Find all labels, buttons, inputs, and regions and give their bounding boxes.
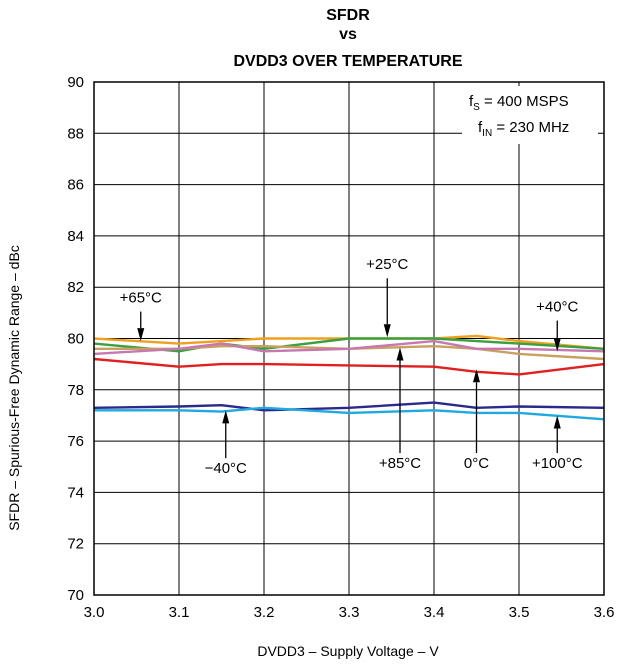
annotation-arrowhead [553,415,561,429]
annotation-label: +100°C [532,455,583,472]
y-tick-label: 88 [67,125,84,142]
annotations: +65°C +25°C +40°C +85°C 0°C −40°C +100°C [120,256,583,477]
annotation-label: +65°C [120,290,162,307]
annotation-label: +85°C [379,455,421,472]
conditions-box [462,86,598,144]
x-tick-label: 3.1 [169,604,190,621]
annotation-label: +40°C [536,299,578,316]
annotation-arrowhead [222,410,230,424]
y-tick-label: 70 [67,587,84,604]
y-tick-label: 72 [67,536,84,553]
y-tick-label: 90 [67,74,84,91]
y-tick-label: 74 [67,484,84,501]
annotation-arrowhead [137,328,145,342]
x-tick-label: 3.2 [254,604,275,621]
series-line [93,357,605,376]
series-lines [93,334,605,421]
y-tick-label: 86 [67,177,84,194]
fin-condition: fIN = 230 MHz [478,119,569,139]
annotation-arrowhead [396,347,404,361]
x-tick-label: 3.3 [339,604,360,621]
annotation-arrowhead [473,369,480,383]
series-line [94,406,605,421]
y-tick-label: 84 [67,228,84,245]
x-tick-label: 3.0 [84,604,105,621]
annotation-label: +25°C [366,256,408,273]
fs-condition: fS = 400 MSPS [469,93,569,113]
tick-labels: 3.0 3.1 3.2 3.3 3.4 3.5 3.6 70 72 74 76 78 80 82 84 86 8… [67,74,614,621]
y-tick-label: 76 [67,433,84,450]
chart-title-line-1: SFDR [326,7,370,24]
y-axis-label: SFDR – Spurious-Free Dynamic Range – dBc [6,245,22,531]
chart-title-line-2: vs [339,26,357,43]
annotation-label: −40°C [205,460,247,477]
x-tick-label: 3.4 [424,604,445,621]
x-tick-label: 3.6 [594,604,615,621]
plot-frame [93,81,605,596]
series-line [93,339,605,356]
annotation-label: 0°C [464,455,489,472]
y-tick-label: 80 [67,331,84,348]
chart-title-line-3: DVDD3 OVER TEMPERATURE [233,53,462,70]
x-axis-label: DVDD3 – Supply Voltage – V [257,643,439,659]
annotation-arrowhead [383,324,391,338]
y-tick-label: 78 [67,382,84,399]
x-tick-label: 3.5 [509,604,530,621]
annotation-arrowhead [553,338,561,352]
y-tick-label: 82 [67,279,84,296]
series-line [93,401,605,412]
